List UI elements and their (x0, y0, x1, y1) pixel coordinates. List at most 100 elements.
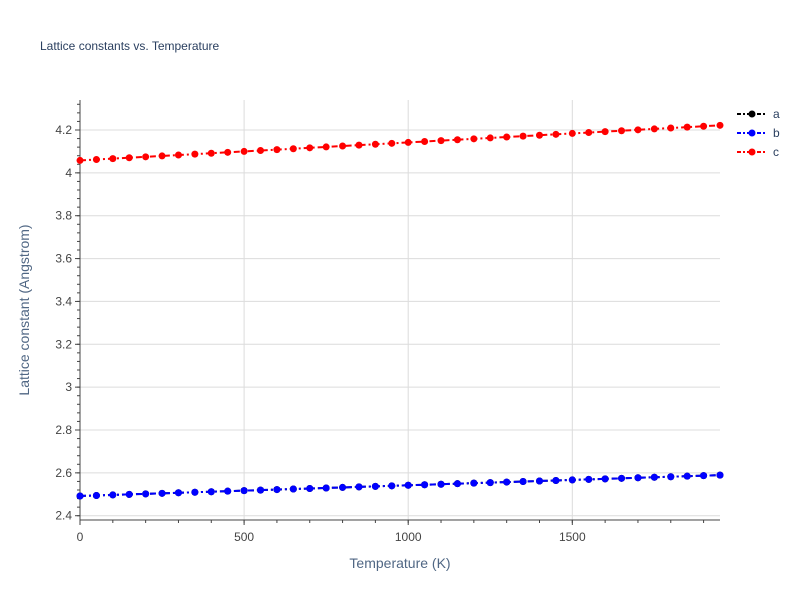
series-c-point[interactable] (404, 138, 412, 146)
x-tick-label: 500 (234, 530, 254, 544)
series-c-point[interactable] (552, 130, 560, 138)
series-c-point[interactable] (224, 148, 232, 156)
series-c-point[interactable] (109, 155, 117, 163)
series-c-point[interactable] (388, 139, 396, 147)
legend-swatch-marker (748, 148, 756, 156)
series-c-point[interactable] (92, 156, 100, 164)
series-b-point[interactable] (191, 488, 199, 496)
series-b-point[interactable] (568, 476, 576, 484)
series-b-point[interactable] (355, 483, 363, 491)
series-c-point[interactable] (339, 142, 347, 150)
series-b-point[interactable] (585, 475, 593, 483)
series-c-point[interactable] (76, 156, 84, 164)
series-b-point[interactable] (273, 486, 281, 494)
series-b-point[interactable] (339, 483, 347, 491)
series-b-point[interactable] (289, 485, 297, 493)
series-c-point[interactable] (634, 126, 642, 134)
series-b-point[interactable] (92, 491, 100, 499)
series-c-point[interactable] (322, 143, 330, 151)
series-b-point[interactable] (634, 474, 642, 482)
series-b-point[interactable] (437, 480, 445, 488)
series-c-point[interactable] (519, 132, 527, 140)
y-axis-title: Lattice constant (Angstrom) (16, 224, 32, 395)
series-b-point[interactable] (552, 476, 560, 484)
series-b-point[interactable] (240, 487, 248, 495)
series-c-point[interactable] (535, 131, 543, 139)
y-tick-label: 3 (65, 380, 72, 394)
series-b-line (79, 474, 721, 497)
series-c-point[interactable] (568, 129, 576, 137)
y-tick-label: 3.8 (55, 209, 72, 223)
series-c-point[interactable] (601, 128, 609, 136)
series-c-point[interactable] (421, 138, 429, 146)
series-b-point[interactable] (158, 489, 166, 497)
series-b-point[interactable] (224, 487, 232, 495)
series-b-point[interactable] (453, 480, 461, 488)
series-c-point[interactable] (174, 151, 182, 159)
series-b-point[interactable] (618, 474, 626, 482)
series-c-point[interactable] (125, 154, 133, 162)
series-c-point[interactable] (158, 152, 166, 160)
series-c-point[interactable] (716, 121, 724, 129)
series-b-point[interactable] (174, 489, 182, 497)
series-b-point[interactable] (667, 473, 675, 481)
series-c-point[interactable] (585, 129, 593, 137)
series-b-point[interactable] (535, 477, 543, 485)
series-c-point[interactable] (503, 133, 511, 141)
series-c-point[interactable] (650, 125, 658, 133)
series-c-point[interactable] (618, 127, 626, 135)
series-b (76, 471, 724, 500)
series-c-line (79, 124, 721, 162)
series-c-point[interactable] (667, 124, 675, 132)
series-c-point[interactable] (470, 135, 478, 143)
legend-label: b (773, 126, 780, 140)
series-c-point[interactable] (207, 149, 215, 157)
series-b-point[interactable] (76, 492, 84, 500)
x-axis-title: Temperature (K) (349, 555, 450, 571)
legend-item-c[interactable]: c (737, 145, 779, 159)
series-b-point[interactable] (306, 485, 314, 492)
series-b-point[interactable] (700, 472, 708, 480)
series-b-point[interactable] (519, 478, 527, 486)
legend-swatch-marker (748, 110, 756, 118)
series-c-point[interactable] (700, 122, 708, 130)
series-c-point[interactable] (257, 147, 265, 155)
series-b-point[interactable] (142, 490, 150, 498)
series-b-point[interactable] (650, 473, 658, 481)
series-c-point[interactable] (371, 140, 379, 148)
series-c-point[interactable] (437, 137, 445, 145)
series-b-point[interactable] (207, 488, 215, 496)
series-b-point[interactable] (388, 482, 396, 490)
plot-area[interactable] (76, 121, 724, 500)
series-b-point[interactable] (109, 491, 117, 499)
series-b-point[interactable] (503, 478, 511, 486)
y-tick-label: 2.6 (55, 466, 72, 480)
series-b-point[interactable] (486, 479, 494, 487)
series-b-point[interactable] (125, 490, 133, 498)
series-c-point[interactable] (273, 146, 281, 154)
series-c-point[interactable] (289, 145, 297, 153)
x-tick-label: 0 (77, 530, 84, 544)
series-b-point[interactable] (404, 481, 412, 489)
axes: 2.4 2.6 2.8 3 3.2 3.4 3.6 3.8 4 4.2 0 500 1000 1500 (55, 100, 720, 544)
series-c-point[interactable] (191, 150, 199, 158)
series-b-point[interactable] (716, 471, 724, 479)
series-c-point[interactable] (355, 141, 363, 149)
series-c-point[interactable] (453, 136, 461, 144)
series-b-point[interactable] (421, 481, 429, 489)
series-b-point[interactable] (470, 479, 478, 487)
series-b-point[interactable] (683, 472, 691, 480)
series-c-point[interactable] (683, 123, 691, 131)
legend[interactable]: abc (737, 107, 780, 159)
legend-item-a[interactable]: a (737, 107, 780, 121)
series-c-point[interactable] (142, 153, 150, 161)
series-c-point[interactable] (486, 134, 494, 142)
series-c-point[interactable] (306, 144, 314, 152)
legend-item-b[interactable]: b (737, 126, 780, 140)
series-b-point[interactable] (257, 486, 265, 494)
series-b-point[interactable] (371, 482, 379, 490)
y-tick-label: 2.8 (55, 423, 72, 437)
series-b-point[interactable] (322, 484, 330, 492)
series-b-point[interactable] (601, 475, 609, 483)
series-c-point[interactable] (240, 147, 248, 155)
